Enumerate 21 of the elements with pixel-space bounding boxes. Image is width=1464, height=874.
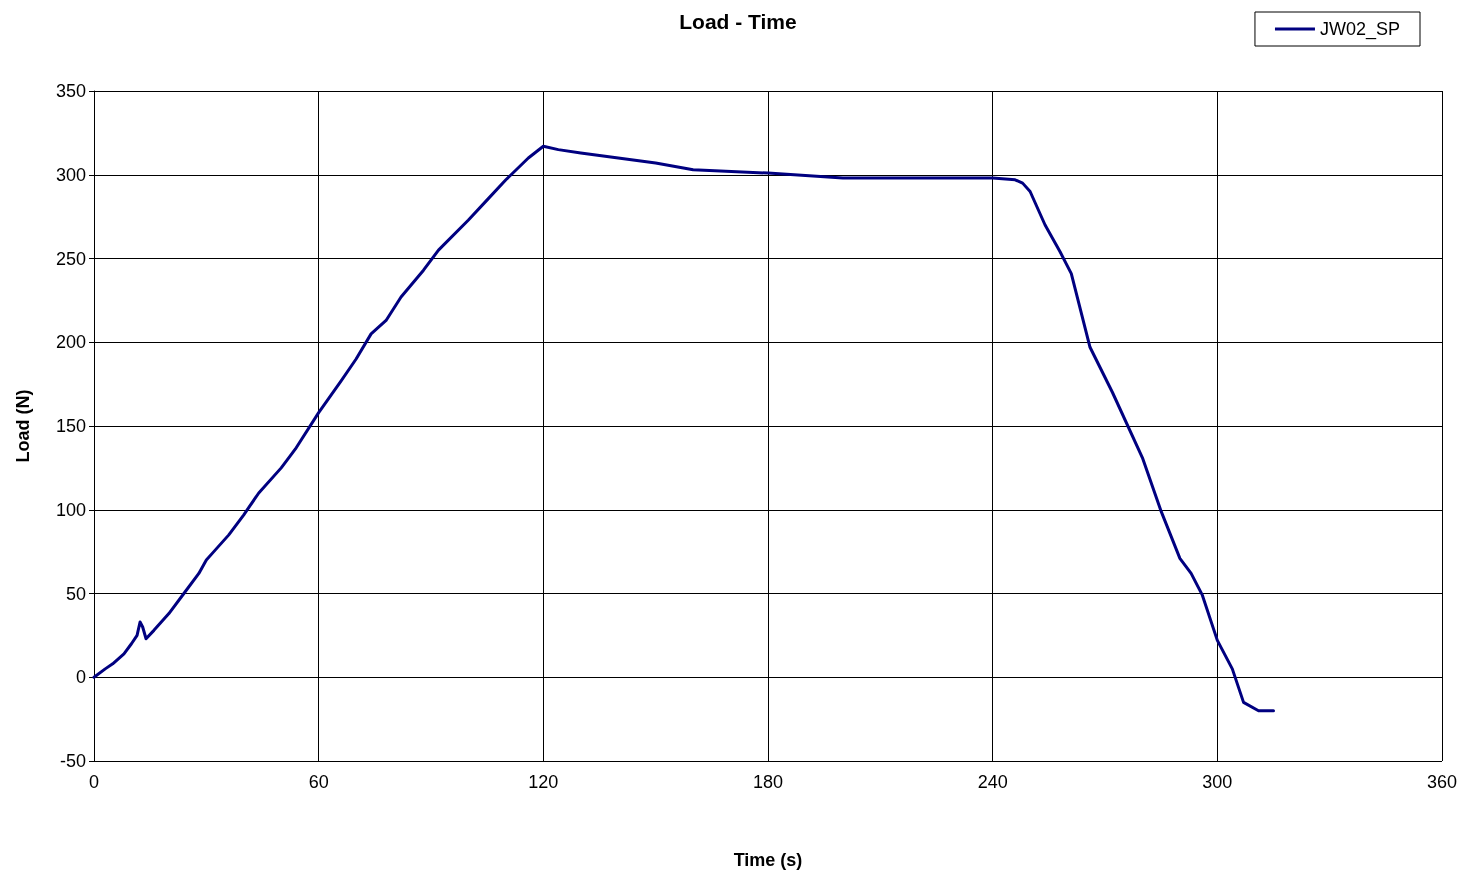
y-tick-label: 350 <box>55 81 86 101</box>
y-tick-label: 0 <box>75 667 86 688</box>
x-tick-label: 0 <box>88 772 100 792</box>
x-tick-label: 360 <box>1426 772 1458 792</box>
x-tick-label: 180 <box>752 772 784 792</box>
x-axis-title: Time (s) <box>733 850 803 870</box>
y-tick-label: -50 <box>59 751 86 771</box>
y-tick-label: 50 <box>65 583 86 604</box>
legend-label: JW02_SP <box>1319 19 1401 40</box>
x-tick-label: 60 <box>308 772 329 792</box>
y-tick-label: 250 <box>55 248 86 269</box>
line-series <box>92 144 1275 713</box>
y-tick-label: 100 <box>55 499 86 520</box>
x-tick-label: 120 <box>528 772 559 792</box>
x-tick-label: 300 <box>1202 772 1233 792</box>
y-tick-label: 150 <box>55 416 86 436</box>
y-tick-label: 200 <box>55 332 86 353</box>
y-axis-title: Load (N) <box>13 389 33 463</box>
x-tick-label: 240 <box>977 772 1008 792</box>
chart-title: Load - Time <box>679 10 797 33</box>
y-tick-label: 300 <box>55 164 86 185</box>
